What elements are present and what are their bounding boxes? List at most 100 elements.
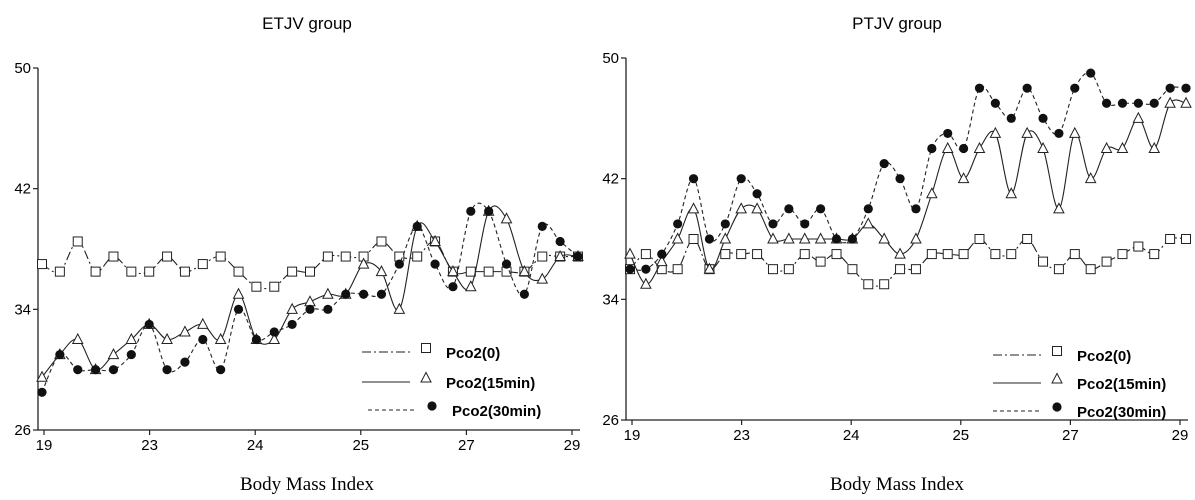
legend-marker bbox=[421, 343, 431, 353]
data-point bbox=[847, 264, 858, 275]
data-point bbox=[1086, 68, 1096, 78]
data-point bbox=[91, 365, 101, 375]
data-point bbox=[1085, 264, 1096, 275]
data-point bbox=[519, 289, 530, 299]
data-point bbox=[816, 204, 826, 214]
data-point bbox=[926, 249, 937, 260]
legend-marker bbox=[420, 371, 432, 383]
legend-marker bbox=[1051, 372, 1063, 384]
data-point bbox=[573, 251, 583, 262]
data-point bbox=[1022, 83, 1032, 93]
data-point bbox=[879, 158, 889, 169]
data-point bbox=[305, 266, 315, 277]
data-point bbox=[71, 332, 84, 344]
data-point bbox=[673, 219, 683, 229]
data-point bbox=[1149, 249, 1160, 260]
data-point bbox=[322, 251, 333, 262]
data-point bbox=[36, 370, 48, 382]
data-point bbox=[911, 204, 921, 214]
x-tick-label: 19 bbox=[624, 427, 641, 444]
data-point bbox=[959, 143, 969, 154]
x-axis-label: Body Mass Index bbox=[240, 474, 375, 495]
data-point bbox=[1181, 83, 1191, 93]
legend: Pco2(0) Pco2(15min) Pco2(30min) bbox=[993, 346, 1166, 421]
y-tick-label: 42 bbox=[14, 181, 31, 198]
data-point bbox=[1101, 256, 1112, 267]
data-point bbox=[1054, 128, 1064, 139]
series-triangle bbox=[624, 96, 1192, 289]
data-point bbox=[500, 212, 513, 224]
series-triangle bbox=[36, 204, 584, 382]
legend-label: Pco2(0) bbox=[446, 345, 500, 362]
x-tick-label: 27 bbox=[1062, 427, 1079, 444]
data-point bbox=[37, 259, 47, 270]
data-point bbox=[895, 174, 905, 184]
data-point bbox=[144, 266, 155, 277]
data-point bbox=[197, 259, 208, 270]
data-point bbox=[37, 387, 47, 397]
data-point bbox=[304, 295, 316, 307]
data-point bbox=[162, 251, 173, 262]
data-point bbox=[376, 289, 387, 299]
data-point bbox=[894, 247, 906, 259]
x-tick-label: 24 bbox=[843, 427, 860, 444]
data-point bbox=[340, 251, 351, 262]
y-tick-label: 26 bbox=[602, 412, 619, 429]
y-tick-label: 34 bbox=[14, 301, 31, 318]
data-point bbox=[926, 187, 938, 199]
data-point bbox=[862, 217, 875, 229]
data-point bbox=[767, 264, 778, 275]
legend-label: Pco2(30min) bbox=[1077, 404, 1166, 421]
data-point bbox=[768, 219, 778, 229]
data-point bbox=[895, 264, 906, 275]
data-point bbox=[1068, 126, 1081, 138]
data-point bbox=[784, 204, 794, 214]
data-point bbox=[1181, 234, 1191, 244]
data-point bbox=[1053, 264, 1064, 275]
data-point bbox=[1165, 83, 1175, 93]
data-point bbox=[657, 249, 667, 259]
data-point bbox=[501, 259, 512, 269]
data-point bbox=[251, 334, 261, 345]
data-point bbox=[464, 280, 477, 292]
data-point bbox=[73, 365, 83, 375]
data-point bbox=[974, 234, 985, 244]
data-point bbox=[107, 348, 120, 360]
x-tick-label: 25 bbox=[952, 427, 969, 444]
data-point bbox=[180, 357, 190, 367]
data-point bbox=[1101, 98, 1112, 108]
data-point bbox=[735, 202, 748, 214]
data-point bbox=[720, 219, 730, 229]
data-point bbox=[1053, 202, 1065, 214]
data-point bbox=[537, 251, 548, 262]
series-circle bbox=[37, 202, 583, 397]
data-point bbox=[910, 232, 922, 244]
data-point bbox=[1070, 83, 1080, 93]
data-point bbox=[198, 334, 208, 345]
data-point bbox=[286, 302, 298, 314]
data-point bbox=[322, 287, 334, 299]
data-point bbox=[943, 128, 953, 139]
x-tick-label: 27 bbox=[458, 437, 475, 454]
data-point bbox=[1164, 96, 1176, 108]
data-point bbox=[555, 236, 565, 247]
y-tick-label: 34 bbox=[602, 291, 619, 308]
series-square bbox=[625, 234, 1191, 290]
data-point bbox=[484, 206, 494, 216]
series-circle bbox=[625, 68, 1191, 274]
data-point bbox=[448, 282, 458, 292]
data-point bbox=[973, 141, 986, 153]
data-point bbox=[162, 365, 172, 375]
data-point bbox=[703, 262, 716, 274]
chart-title: ETJV group bbox=[262, 14, 352, 33]
series-line bbox=[41, 240, 578, 290]
data-point bbox=[287, 319, 297, 330]
data-point bbox=[1180, 96, 1192, 108]
legend-label: Pco2(15min) bbox=[446, 375, 535, 392]
data-point bbox=[357, 257, 370, 269]
data-point bbox=[1069, 249, 1080, 260]
data-point bbox=[800, 219, 810, 229]
data-point bbox=[671, 232, 684, 244]
data-point bbox=[625, 264, 635, 274]
data-point bbox=[1133, 98, 1143, 108]
